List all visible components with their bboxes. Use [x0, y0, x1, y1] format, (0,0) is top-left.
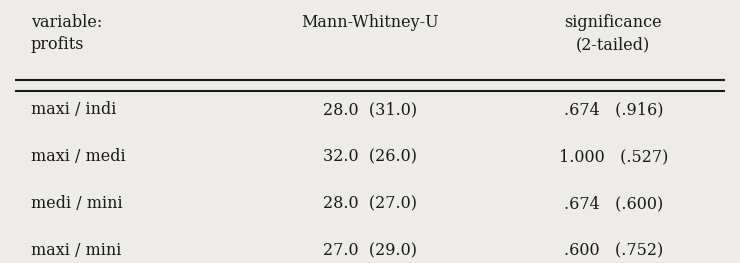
Text: .674   (.600): .674 (.600): [564, 195, 663, 212]
Text: 32.0  (26.0): 32.0 (26.0): [323, 148, 417, 165]
Text: medi / mini: medi / mini: [31, 195, 123, 212]
Text: 28.0  (31.0): 28.0 (31.0): [323, 102, 417, 118]
Text: significance
(2-tailed): significance (2-tailed): [565, 14, 662, 53]
Text: Mann-Whitney-U: Mann-Whitney-U: [301, 14, 439, 31]
Text: 28.0  (27.0): 28.0 (27.0): [323, 195, 417, 212]
Text: maxi / indi: maxi / indi: [31, 102, 116, 118]
Text: .674   (.916): .674 (.916): [564, 102, 663, 118]
Text: maxi / medi: maxi / medi: [31, 148, 126, 165]
Text: variable:
profits: variable: profits: [31, 14, 102, 53]
Text: 27.0  (29.0): 27.0 (29.0): [323, 242, 417, 259]
Text: 1.000   (.527): 1.000 (.527): [559, 148, 668, 165]
Text: maxi / mini: maxi / mini: [31, 242, 121, 259]
Text: .600   (.752): .600 (.752): [564, 242, 663, 259]
